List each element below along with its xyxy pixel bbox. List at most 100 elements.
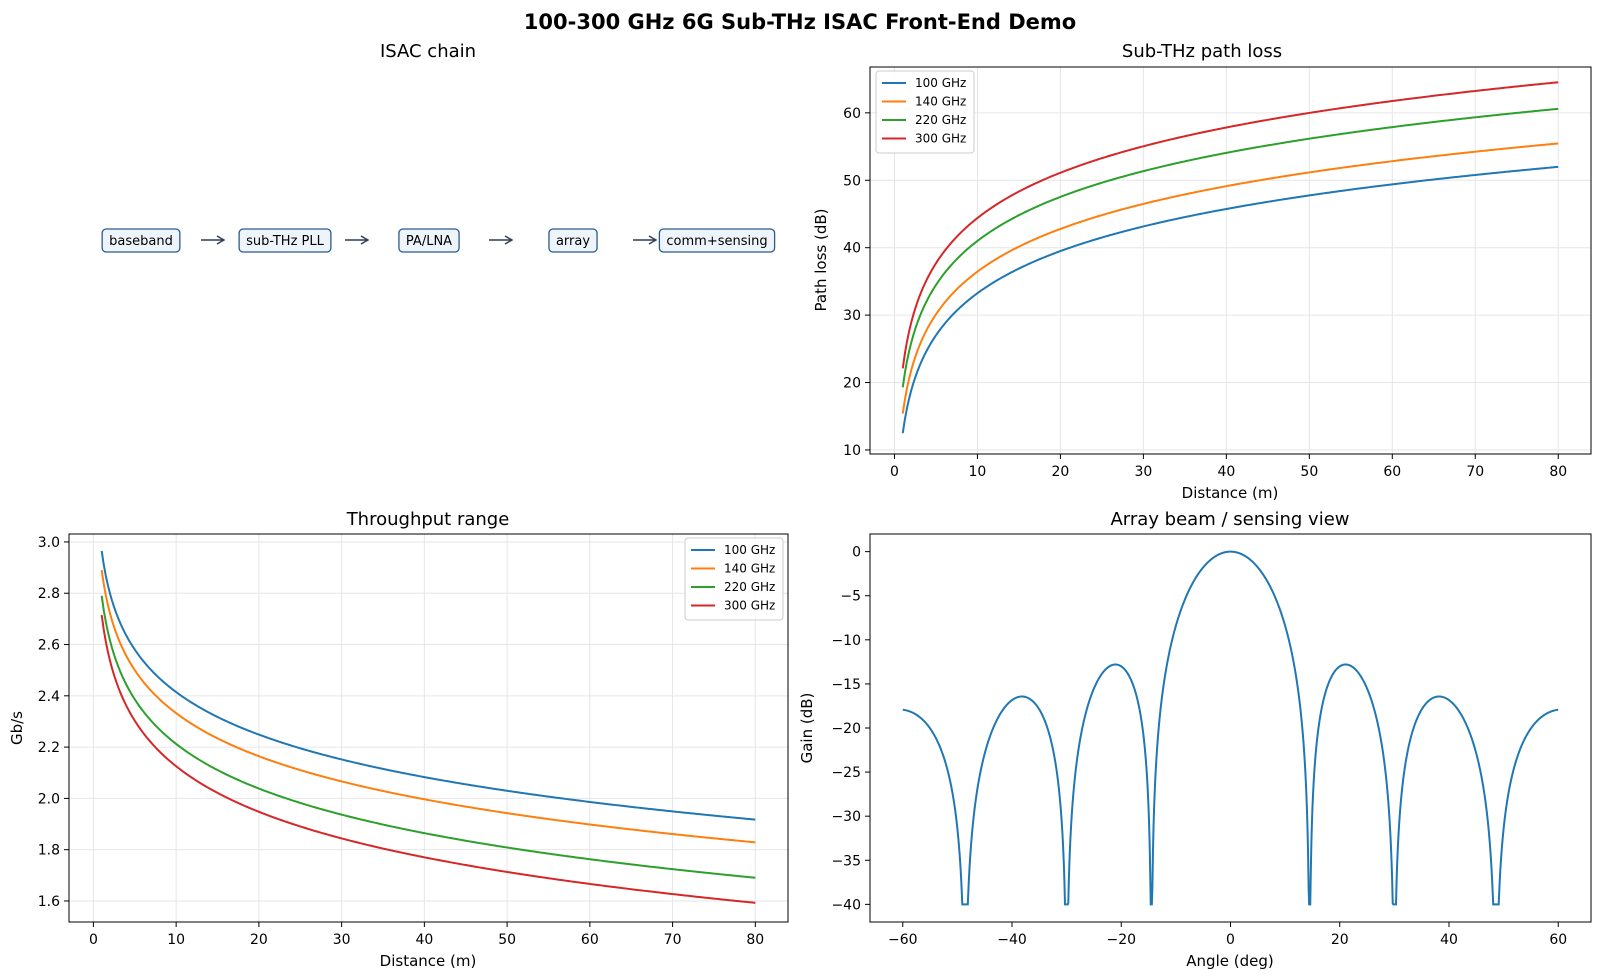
pathloss-plot-frame bbox=[869, 66, 1592, 455]
throughput-xtick-label: 30 bbox=[333, 932, 351, 948]
throughput-ytick-label: 3.0 bbox=[38, 535, 60, 551]
throughput-ytick-label: 2.8 bbox=[38, 586, 60, 602]
pathloss-series-140ghz bbox=[901, 142, 1559, 414]
chain-node-label: array bbox=[556, 234, 590, 249]
throughput-grid bbox=[69, 534, 788, 922]
throughput-panel: Throughput range 0 10 20 30 40 50 60 70 80 1.6 1.8… bbox=[8, 509, 789, 970]
beam-pattern-line bbox=[902, 550, 1559, 906]
pathloss-xlabel: Distance (m) bbox=[1182, 484, 1279, 502]
beam-panel: Array beam / sensing view −60 −40 −20 0 20 40… bbox=[798, 509, 1592, 970]
beam-xtick-label: −60 bbox=[888, 932, 918, 948]
beam-title: Array beam / sensing view bbox=[1110, 509, 1349, 530]
throughput-title: Throughput range bbox=[346, 509, 510, 530]
throughput-legend-label: 220 GHz bbox=[724, 580, 775, 594]
throughput-ytick-label: 2.6 bbox=[38, 638, 60, 654]
pathloss-legend: 100 GHz 140 GHz 220 GHz 300 GHz bbox=[875, 70, 975, 154]
throughput-ylabel: Gb/s bbox=[8, 711, 26, 745]
chain-arrow-head bbox=[504, 235, 514, 245]
beam-ytick-label: −15 bbox=[831, 677, 861, 693]
throughput-xlabel: Distance (m) bbox=[380, 952, 477, 970]
throughput-xtick-label: 0 bbox=[89, 932, 98, 948]
beam-ytick-label: −40 bbox=[831, 897, 861, 913]
pathloss-ticks: 0 10 20 30 40 50 60 70 80 10 20 30 40 50 60 bbox=[843, 106, 1567, 480]
pathloss-xtick-label: 10 bbox=[969, 464, 987, 480]
chain-arrow-head bbox=[360, 235, 370, 245]
beam-ytick-label: −35 bbox=[831, 853, 861, 869]
chain-node-box bbox=[548, 228, 598, 253]
throughput-ytick-label: 2.0 bbox=[38, 791, 60, 807]
pathloss-ytick-label: 60 bbox=[843, 106, 861, 122]
pathloss-title: Sub-THz path loss bbox=[1122, 41, 1282, 62]
throughput-legend-label: 140 GHz bbox=[724, 562, 775, 576]
throughput-plot-frame bbox=[68, 533, 789, 923]
figure-title: 100-300 GHz 6G Sub-THz ISAC Front-End De… bbox=[524, 10, 1076, 34]
throughput-legend: 100 GHz 140 GHz 220 GHz 300 GHz bbox=[684, 537, 784, 621]
beam-lines bbox=[902, 550, 1559, 906]
chain-node-box bbox=[658, 228, 776, 253]
pathloss-ytick-label: 10 bbox=[843, 443, 861, 459]
pathloss-series-220ghz bbox=[901, 107, 1559, 388]
pathloss-xtick-label: 20 bbox=[1051, 464, 1069, 480]
throughput-series-220ghz bbox=[100, 595, 756, 879]
beam-ytick-label: −25 bbox=[831, 765, 861, 781]
throughput-series-140ghz bbox=[100, 570, 756, 844]
pathloss-xtick-label: 80 bbox=[1549, 464, 1567, 480]
chain-node-label: sub-THz PLL bbox=[246, 234, 325, 249]
pathloss-ytick-label: 50 bbox=[843, 173, 861, 189]
pathloss-ytick-label: 30 bbox=[843, 308, 861, 324]
chain-node-box bbox=[101, 228, 181, 253]
pathloss-legend-label: 220 GHz bbox=[915, 113, 966, 127]
throughput-xtick-label: 80 bbox=[746, 932, 764, 948]
beam-ytick-label: 0 bbox=[852, 545, 861, 561]
throughput-xtick-label: 50 bbox=[498, 932, 516, 948]
beam-xtick-label: 20 bbox=[1331, 932, 1349, 948]
pathloss-lines bbox=[901, 81, 1559, 434]
throughput-series-300ghz bbox=[100, 614, 756, 904]
pathloss-xtick-label: 60 bbox=[1383, 464, 1401, 480]
throughput-xtick-label: 40 bbox=[415, 932, 433, 948]
pathloss-legend-label: 300 GHz bbox=[915, 132, 966, 146]
throughput-ytick-label: 2.4 bbox=[38, 689, 60, 705]
beam-ytick-label: −30 bbox=[831, 809, 861, 825]
pathloss-ytick-label: 40 bbox=[843, 241, 861, 257]
beam-xlabel: Angle (deg) bbox=[1186, 952, 1273, 970]
pathloss-panel: Sub-THz path loss 0 10 20 30 40 50 60 70 80 10 20 3… bbox=[812, 41, 1592, 502]
throughput-ticks: 0 10 20 30 40 50 60 70 80 1.6 1.8 2.0 2.2 2.4 2.6 2.8 3.… bbox=[38, 535, 764, 948]
pathloss-xtick-label: 30 bbox=[1134, 464, 1152, 480]
beam-ytick-label: −10 bbox=[831, 633, 861, 649]
chain-arrow-head bbox=[648, 235, 658, 245]
throughput-ytick-label: 1.8 bbox=[38, 843, 60, 859]
beam-xtick-label: 0 bbox=[1226, 932, 1235, 948]
throughput-legend-box bbox=[684, 537, 784, 621]
chain-node-label: baseband bbox=[109, 234, 173, 249]
beam-xtick-label: −40 bbox=[997, 932, 1027, 948]
pathloss-xtick-label: 70 bbox=[1466, 464, 1484, 480]
pathloss-ylabel: Path loss (dB) bbox=[812, 209, 830, 312]
throughput-xtick-label: 70 bbox=[664, 932, 682, 948]
pathloss-series-100ghz bbox=[901, 165, 1559, 434]
pathloss-series-300ghz bbox=[901, 81, 1559, 369]
beam-ticks: −60 −40 −20 0 20 40 60 0 −5 −10 −15 −20 −25 −30 −35 −40 bbox=[831, 545, 1567, 948]
throughput-legend-label: 300 GHz bbox=[724, 599, 775, 613]
pathloss-xtick-label: 0 bbox=[890, 464, 899, 480]
throughput-legend-label: 100 GHz bbox=[724, 543, 775, 557]
isac-chain-title: ISAC chain bbox=[380, 41, 476, 62]
beam-xtick-label: −20 bbox=[1106, 932, 1136, 948]
throughput-xtick-label: 10 bbox=[167, 932, 185, 948]
throughput-ytick-label: 1.6 bbox=[38, 894, 60, 910]
pathloss-legend-label: 100 GHz bbox=[915, 76, 966, 90]
chain-arrow-head bbox=[216, 235, 226, 245]
pathloss-ytick-label: 20 bbox=[843, 376, 861, 392]
beam-ytick-label: −20 bbox=[831, 721, 861, 737]
pathloss-grid bbox=[870, 67, 1591, 454]
pathloss-legend-label: 140 GHz bbox=[915, 95, 966, 109]
chain-node-box bbox=[238, 228, 332, 253]
beam-xtick-label: 40 bbox=[1440, 932, 1458, 948]
throughput-ytick-label: 2.2 bbox=[38, 740, 60, 756]
throughput-lines bbox=[100, 550, 756, 904]
beam-plot-frame bbox=[869, 533, 1592, 923]
beam-xtick-label: 60 bbox=[1549, 932, 1567, 948]
beam-ylabel: Gain (dB) bbox=[798, 693, 816, 764]
throughput-xtick-label: 60 bbox=[581, 932, 599, 948]
throughput-series-100ghz bbox=[100, 550, 756, 821]
